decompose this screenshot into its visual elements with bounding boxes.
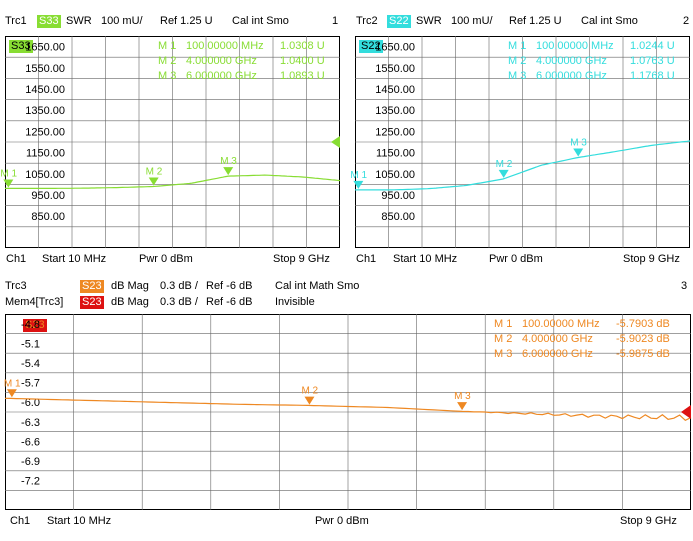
trc2-footer-channel[interactable]: Ch1 <box>356 253 377 265</box>
trc1-trace-badge[interactable]: S33 <box>37 15 61 28</box>
marker-value: 1.0400 U <box>280 55 325 67</box>
marker-value: 1.0244 U <box>630 40 675 52</box>
marker-value: 1.1768 U <box>630 70 675 82</box>
trc1-scale[interactable]: 100 mU/ <box>101 15 143 27</box>
marker-label: M 3 <box>158 70 177 82</box>
mem4-state[interactable]: Invisible <box>275 296 315 308</box>
trc1-ref[interactable]: Ref 1.25 U <box>160 15 213 27</box>
marker-label: M 2 <box>508 55 527 67</box>
trc3-diagram-badge[interactable]: S23 <box>23 319 47 332</box>
trc1-cal[interactable]: Cal int Smo <box>232 15 289 27</box>
trc3-footer-stop[interactable]: Stop 9 GHz <box>620 515 677 527</box>
trc2-name[interactable]: Trc2 <box>356 15 378 27</box>
trc3-name[interactable]: Trc3 <box>5 280 27 292</box>
trc3-cal[interactable]: Cal int Math Smo <box>275 280 360 292</box>
marker-label: M 1 <box>494 318 513 330</box>
marker-value: 1.0763 U <box>630 55 675 67</box>
marker-label: M 3 <box>494 348 513 360</box>
marker-stimulus: 4.000000 GHz <box>522 333 593 345</box>
marker-label: M 1 <box>158 40 177 52</box>
trc1-footer-stop[interactable]: Stop 9 GHz <box>273 253 330 265</box>
trc1-diagram-badge[interactable]: S33 <box>9 40 33 53</box>
marker-stimulus: 6.000000 GHz <box>186 70 257 82</box>
trc1-footer-power[interactable]: Pwr 0 dBm <box>139 253 193 265</box>
marker-value: 1.0308 U <box>280 40 325 52</box>
trc1-number: 1 <box>332 15 339 27</box>
trc3-scale[interactable]: 0.3 dB / <box>160 280 198 292</box>
trc3-format[interactable]: dB Mag <box>111 280 149 292</box>
marker-stimulus: 4.000000 GHz <box>186 55 257 67</box>
marker-label: M 2 <box>494 333 513 345</box>
marker-label: M 3 <box>508 70 527 82</box>
trc2-number: 2 <box>683 15 690 27</box>
marker-stimulus: 100.00000 MHz <box>186 40 264 52</box>
marker-stimulus: 100.00000 MHz <box>536 40 614 52</box>
trc2-scale[interactable]: 100 mU/ <box>451 15 493 27</box>
mem4-trace-badge[interactable]: S23 <box>80 296 104 309</box>
marker-label: M 2 <box>158 55 177 67</box>
trc2-format[interactable]: SWR <box>416 15 442 27</box>
trc2-trace-badge[interactable]: S22 <box>387 15 411 28</box>
trc1-format[interactable]: SWR <box>66 15 92 27</box>
mem4-ref[interactable]: Ref -6 dB <box>206 296 253 308</box>
trc2-diagram-badge[interactable]: S22 <box>359 40 383 53</box>
trc3-number: 3 <box>681 280 688 292</box>
mem4-name[interactable]: Mem4[Trc3] <box>5 296 64 308</box>
marker-stimulus: 6.000000 GHz <box>522 348 593 360</box>
marker-value: -5.7903 dB <box>616 318 670 330</box>
trc2-cal[interactable]: Cal int Smo <box>581 15 638 27</box>
trc2-footer-stop[interactable]: Stop 9 GHz <box>623 253 680 265</box>
trc3-ref[interactable]: Ref -6 dB <box>206 280 253 292</box>
marker-label: M 1 <box>508 40 527 52</box>
trc2-footer-start[interactable]: Start 10 MHz <box>393 253 458 265</box>
marker-value: 1.0893 U <box>280 70 325 82</box>
trc1-name[interactable]: Trc1 <box>5 15 27 27</box>
mem4-scale[interactable]: 0.3 dB / <box>160 296 198 308</box>
trc2-ref[interactable]: Ref 1.25 U <box>509 15 562 27</box>
marker-value: -5.9023 dB <box>616 333 670 345</box>
mem4-format[interactable]: dB Mag <box>111 296 149 308</box>
trc3-footer-channel[interactable]: Ch1 <box>10 515 31 527</box>
trc1-footer-start[interactable]: Start 10 MHz <box>42 253 107 265</box>
trc3-footer-power[interactable]: Pwr 0 dBm <box>315 515 369 527</box>
trc1-footer-channel[interactable]: Ch1 <box>6 253 27 265</box>
trc3-trace-badge[interactable]: S23 <box>80 280 104 293</box>
trc2-footer-power[interactable]: Pwr 0 dBm <box>489 253 543 265</box>
marker-stimulus: 100.00000 MHz <box>522 318 600 330</box>
marker-value: -5.9875 dB <box>616 348 670 360</box>
trc3-footer-start[interactable]: Start 10 MHz <box>47 515 112 527</box>
marker-stimulus: 4.000000 GHz <box>536 55 607 67</box>
marker-stimulus: 6.000000 GHz <box>536 70 607 82</box>
